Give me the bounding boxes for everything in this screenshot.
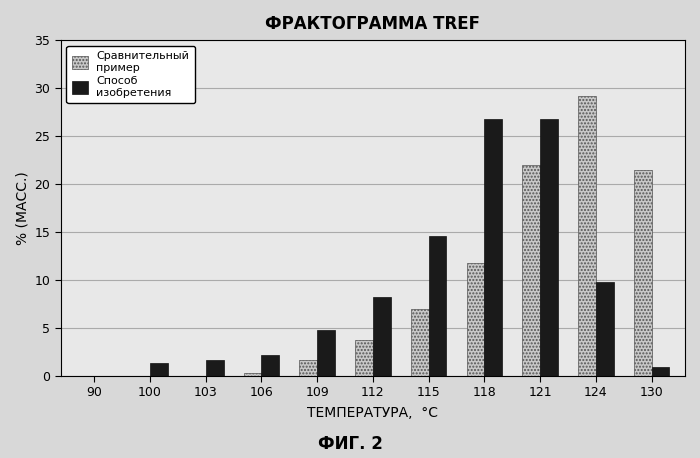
Bar [244,373,262,376]
Bar [652,367,669,376]
Bar [150,363,168,376]
Bar [540,119,558,376]
Bar [484,119,502,376]
Y-axis label: % (МАСС.): % (МАСС.) [15,171,29,245]
Bar [522,165,540,376]
Bar [373,297,391,376]
Bar [317,330,335,376]
Bar [262,354,279,376]
Bar [578,96,596,376]
Bar [206,360,223,376]
Bar [300,360,317,376]
Legend: Сравнительный
пример, Способ
изобретения: Сравнительный пример, Способ изобретения [66,46,195,104]
Bar [428,236,447,376]
Bar [634,169,652,376]
Bar [466,262,484,376]
Title: ФРАКТОГРАММА TREF: ФРАКТОГРАММА TREF [265,15,480,33]
Text: ФИГ. 2: ФИГ. 2 [318,436,382,453]
Bar [411,309,428,376]
Bar [355,340,373,376]
Bar [596,282,614,376]
X-axis label: ТЕМПЕРАТУРА,  °C: ТЕМПЕРАТУРА, °C [307,406,438,420]
